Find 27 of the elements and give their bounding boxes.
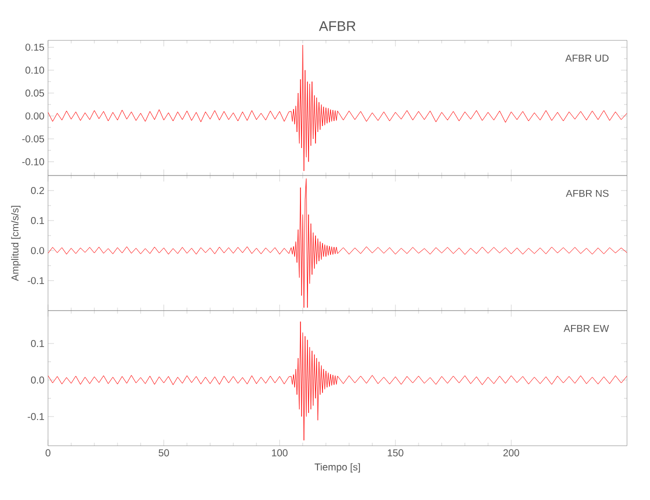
y-tick-label: -0.1	[28, 277, 44, 284]
y-axis-title: Amplitud [cm/s/s]	[11, 206, 20, 281]
x-tick-label: 200	[503, 449, 520, 456]
y-tick-label: 0.2	[31, 187, 44, 194]
annotation: AFBR UD	[565, 54, 609, 62]
x-tick-label: 100	[272, 449, 288, 456]
y-tick-label: -0.10	[22, 158, 44, 166]
y-tick-label: 0.05	[25, 90, 44, 97]
annotation: AFBR NS	[566, 190, 609, 197]
y-tick-label: 0.10	[25, 66, 44, 74]
y-tick-label: 0.1	[31, 340, 44, 348]
y-tick-label: 0.1	[31, 217, 44, 224]
x-tick-label: 50	[158, 449, 169, 456]
annotation: AFBR EW	[564, 324, 609, 332]
x-tick-label: 150	[388, 449, 404, 456]
y-tick-label: 0.0	[31, 376, 44, 384]
x-tick-label: 0	[46, 449, 50, 456]
line-series	[48, 44, 628, 172]
y-tick-label: -0.1	[28, 413, 44, 420]
y-tick-label: 0.15	[25, 44, 44, 51]
line-series	[48, 178, 628, 308]
y-tick-label: 0.0	[31, 247, 44, 254]
line-series	[48, 321, 628, 441]
y-tick-label: 0.00	[25, 112, 44, 120]
chart-title: AFBR	[318, 21, 356, 31]
y-tick-label: -0.05	[22, 135, 44, 142]
x-axis-title: Tiempo [s]	[314, 463, 360, 472]
